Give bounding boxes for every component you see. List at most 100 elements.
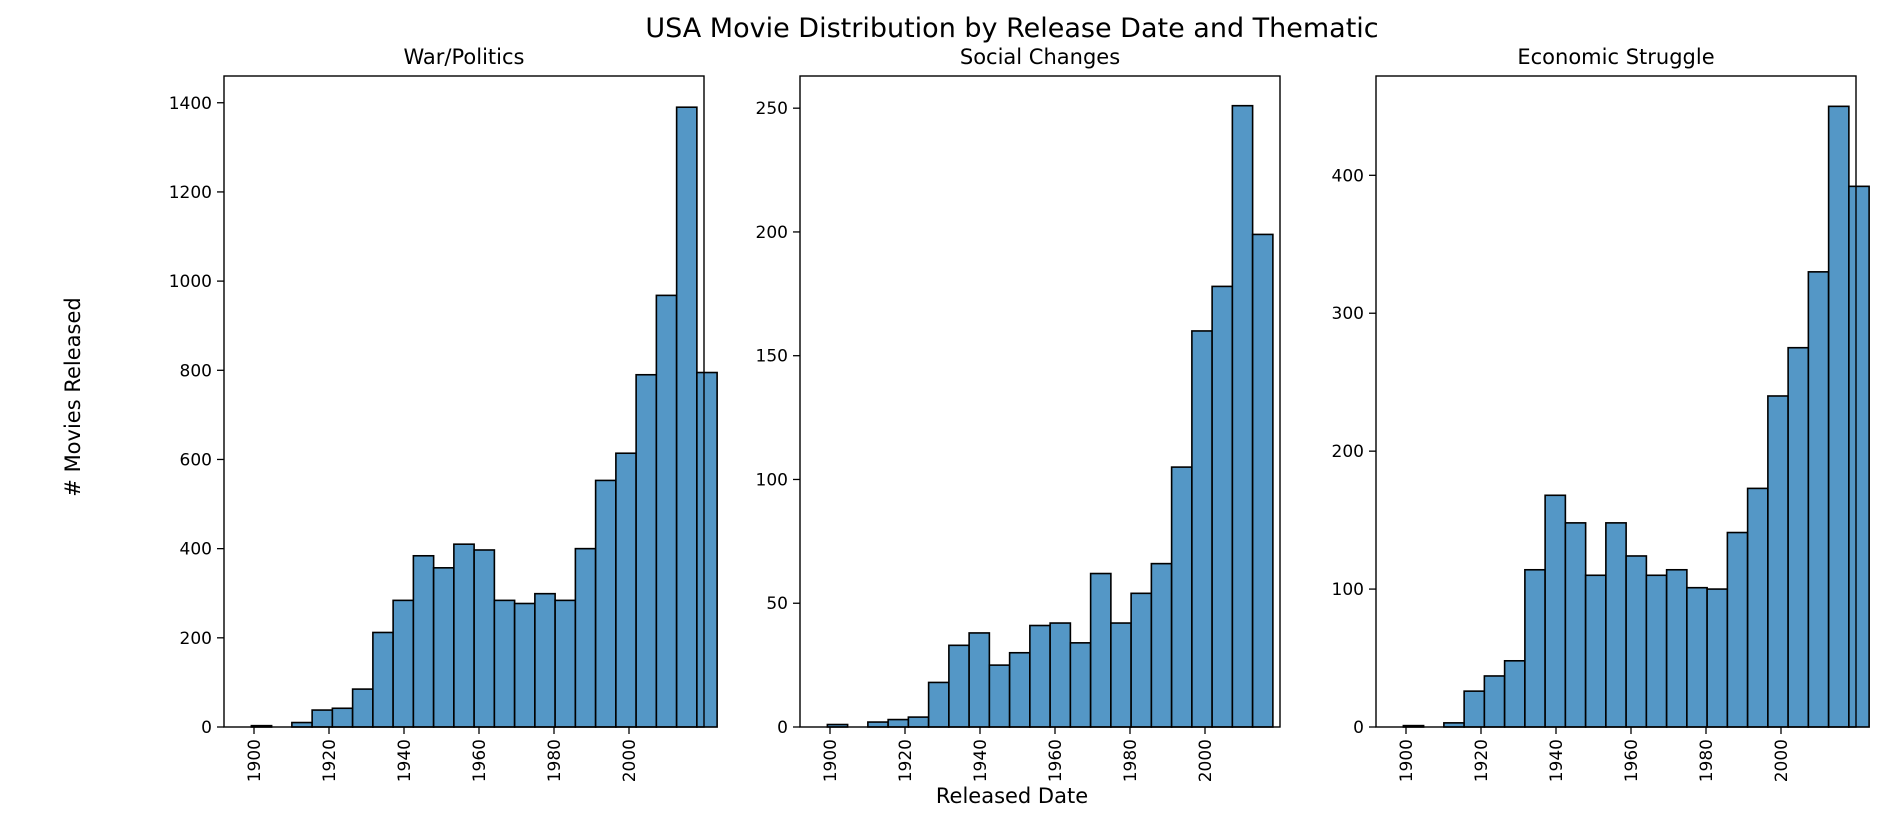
histogram-bar — [1544, 494, 1567, 728]
x-tick-label: 2000 — [1196, 739, 1216, 782]
histogram-bar — [412, 554, 435, 728]
histogram-bar — [696, 371, 718, 728]
histogram-bar — [1584, 574, 1607, 728]
histogram-bar — [432, 567, 455, 728]
histogram-bar — [372, 631, 394, 728]
histogram-bar — [1767, 395, 1789, 728]
histogram-bar — [968, 632, 991, 728]
x-tick-label: 1960 — [1046, 739, 1066, 782]
y-tick-label: 250 — [756, 99, 788, 119]
plot-frame — [223, 75, 705, 728]
subplot-1: War/Politics 0 200 400 600 800 1000 1200 1400 190… — [169, 45, 718, 782]
y-tick-label: 400 — [180, 540, 212, 560]
histogram-bar — [594, 479, 617, 728]
histogram-bar — [331, 707, 354, 728]
subplot-2: Social Changes 0 50 100 150 200 250 1900 1920 194… — [756, 45, 1281, 782]
y-tick-label: 1200 — [169, 183, 212, 203]
histogram-bar — [392, 599, 415, 728]
x-tick-label: 1920 — [320, 739, 340, 782]
y-tick-label: 200 — [1332, 442, 1364, 462]
x-tick-label: 1940 — [1547, 739, 1567, 782]
histogram-bar — [1049, 622, 1072, 728]
histogram-bar — [887, 718, 910, 728]
y-tick-label: 200 — [180, 629, 212, 649]
histogram-bar — [351, 688, 374, 728]
x-tick-label: 1980 — [545, 739, 565, 782]
histogram-bar — [1807, 271, 1830, 728]
x-tick-label: 2000 — [620, 739, 640, 782]
histogram-bar — [1726, 531, 1749, 728]
y-tick-label: 1400 — [169, 94, 212, 114]
histogram-bar — [1029, 624, 1051, 728]
histogram-bar — [554, 599, 577, 728]
y-tick-label: 400 — [1332, 166, 1364, 186]
histogram-bar — [615, 452, 637, 728]
histogram-bar — [1524, 568, 1546, 728]
histogram-bar — [513, 602, 536, 728]
x-tick-label: 1960 — [470, 739, 490, 782]
y-tick-label: 0 — [1353, 718, 1364, 738]
x-axis-label: Released Date — [936, 784, 1088, 808]
histogram-bar — [907, 716, 930, 728]
y-axis-label: # Movies Released — [61, 297, 85, 496]
histogram-bar — [1251, 233, 1274, 728]
histogram-bar — [1645, 574, 1668, 728]
histogram-bar — [473, 549, 496, 728]
y-tick-label: 150 — [756, 347, 788, 367]
histogram-bar — [453, 543, 475, 728]
x-tick-label: 1900 — [821, 739, 841, 782]
x-tick-label: 1980 — [1697, 739, 1717, 782]
histogram-bar — [1463, 690, 1486, 728]
y-tick-label: 200 — [756, 223, 788, 243]
x-tick-label: 1900 — [245, 739, 265, 782]
x-tick-label: 1920 — [1472, 739, 1492, 782]
histogram-bar — [1503, 659, 1526, 728]
histogram-bar — [988, 664, 1011, 728]
y-tick-label: 100 — [1332, 580, 1364, 600]
plot-frame — [1375, 75, 1857, 728]
y-tick-label: 1000 — [169, 272, 212, 292]
x-tick-label: 1920 — [896, 739, 916, 782]
histogram-bar — [1089, 572, 1112, 728]
y-tick-label: 800 — [180, 361, 212, 381]
histogram-bar — [1150, 562, 1173, 728]
histogram-bar — [1827, 105, 1850, 728]
histogram-bar — [493, 599, 516, 728]
histogram-bar — [675, 106, 698, 728]
histogram-bar — [1665, 568, 1688, 728]
histogram-bar — [1686, 586, 1708, 728]
y-tick-label: 0 — [201, 718, 212, 738]
histogram-bar — [1110, 622, 1132, 728]
histogram-bar — [948, 644, 970, 728]
y-tick-label: 0 — [777, 718, 788, 738]
chart-title: USA Movie Distribution by Release Date a… — [645, 13, 1378, 44]
histogram-bar — [1746, 487, 1769, 728]
histogram-bar — [1706, 588, 1729, 728]
subplot-3: Economic Struggle 0 100 200 300 400 1900 1920 19… — [1332, 45, 1870, 782]
y-tick-label: 600 — [180, 450, 212, 470]
x-tick-label: 1940 — [971, 739, 991, 782]
histogram-bar — [655, 294, 678, 728]
subplot-title: Social Changes — [960, 45, 1120, 69]
x-tick-label: 1940 — [395, 739, 415, 782]
histogram-bar — [1069, 642, 1092, 728]
histogram-bar — [1483, 675, 1506, 728]
histogram-bar — [1008, 651, 1031, 728]
histogram-bar — [1231, 104, 1254, 728]
histogram-bar — [1191, 330, 1213, 728]
histogram-bar — [1787, 346, 1810, 728]
plot-frame — [799, 75, 1281, 728]
subplot-title: Economic Struggle — [1517, 45, 1714, 69]
x-tick-label: 2000 — [1772, 739, 1792, 782]
histogram-bar — [574, 547, 597, 728]
histogram-bar — [1605, 522, 1627, 728]
histogram-bar — [867, 721, 889, 728]
histogram-bar — [1625, 555, 1648, 728]
x-tick-label: 1960 — [1622, 739, 1642, 782]
histogram-bar — [927, 681, 950, 728]
x-tick-label: 1980 — [1121, 739, 1141, 782]
histogram-bar — [1130, 592, 1153, 728]
y-tick-label: 100 — [756, 470, 788, 490]
subplots: War/Politics0200400600800100012001400190… — [169, 45, 1870, 782]
